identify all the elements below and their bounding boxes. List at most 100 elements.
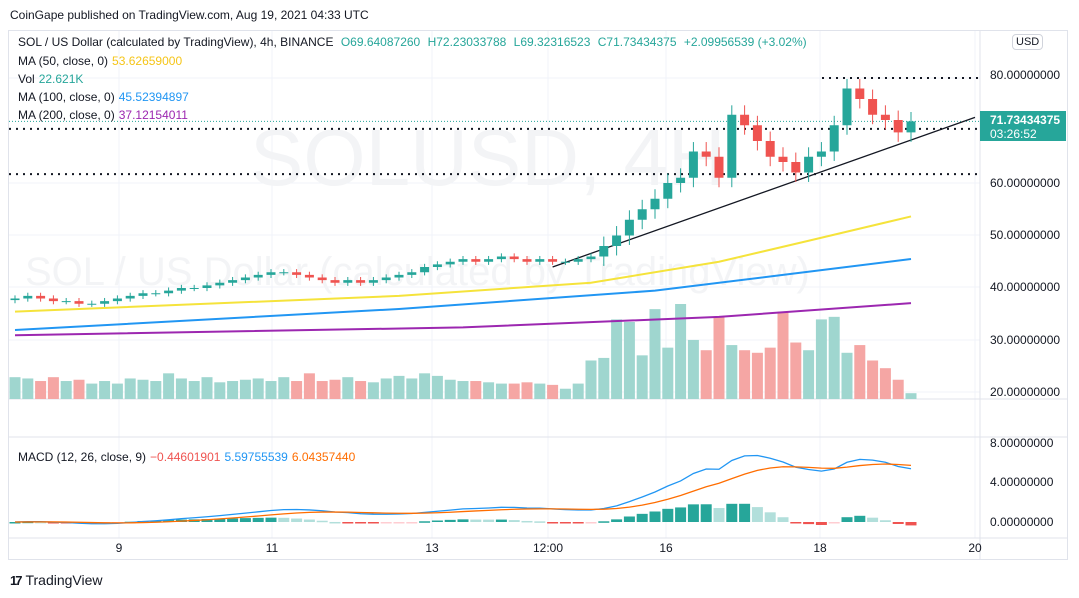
ma100-line xyxy=(14,258,912,331)
currency-button[interactable]: USD xyxy=(1012,34,1044,50)
macd-tick: 8.00000000 xyxy=(990,436,1054,450)
price-tick: 20.00000000 xyxy=(990,385,1061,399)
candle-body xyxy=(138,293,148,296)
candle-body xyxy=(74,301,84,304)
volume-bar xyxy=(483,382,495,399)
candle-body xyxy=(586,256,596,260)
candle-body xyxy=(368,280,378,283)
macd-tick: 0.00000000 xyxy=(990,515,1054,529)
ohlc-close: C71.73434375 xyxy=(597,35,677,49)
volume-bar xyxy=(854,345,866,399)
macd-histogram-bar xyxy=(483,519,495,522)
ohlc-open: O69.64087260 xyxy=(340,35,421,49)
volume-bar xyxy=(892,379,904,399)
volume-bar xyxy=(495,383,507,399)
macd-histogram-bar xyxy=(828,522,840,524)
bar-countdown: 03:26:52 xyxy=(990,127,1037,141)
candle-body xyxy=(87,303,97,305)
volume-bar xyxy=(252,378,264,399)
volume-bar xyxy=(303,373,315,399)
macd-histogram-bar xyxy=(214,518,226,522)
ma50-line xyxy=(14,215,912,313)
volume-bar xyxy=(137,379,149,399)
volume-bar xyxy=(188,381,200,399)
ma200-legend[interactable]: MA (200, close, 0) 37.12154011 xyxy=(18,108,192,122)
candle-body xyxy=(317,277,327,281)
volume-bar xyxy=(867,360,879,399)
macd-histogram-bar xyxy=(611,519,623,522)
volume-bar xyxy=(406,378,418,399)
volume-bar xyxy=(73,379,85,399)
candle-body xyxy=(804,156,814,173)
macd-line xyxy=(14,454,912,525)
volume-bar xyxy=(355,381,367,399)
macd-line-value: 5.59755539 xyxy=(224,450,288,464)
time-tick: 13 xyxy=(425,541,439,555)
ma50-value: 53.62659000 xyxy=(112,54,183,68)
macd-histogram-bar xyxy=(265,517,277,522)
macd-histogram-bar xyxy=(444,519,456,522)
macd-histogram-bar xyxy=(406,522,418,524)
ma100-legend[interactable]: MA (100, close, 0) 45.52394897 xyxy=(18,90,193,104)
macd-histogram-bar xyxy=(239,518,251,522)
candle-body xyxy=(471,259,481,262)
macd-histogram-bar xyxy=(457,519,469,522)
volume-bar xyxy=(547,384,559,399)
candle-body xyxy=(125,295,135,299)
vol-legend[interactable]: Vol 22.621K xyxy=(18,72,87,86)
candle-body xyxy=(906,121,916,133)
candle-body xyxy=(381,277,391,281)
macd-histogram-bar xyxy=(252,517,264,522)
vol-value: 22.621K xyxy=(38,72,84,86)
candle-body xyxy=(343,280,353,283)
candle-body xyxy=(164,290,174,294)
volume-bar xyxy=(815,319,827,399)
macd-legend[interactable]: MACD (12, 26, close, 9) −0.44601901 5.5975… xyxy=(18,450,359,464)
candle-body xyxy=(624,219,634,236)
macd-histogram-bar xyxy=(700,504,712,522)
macd-histogram-bar xyxy=(303,519,315,522)
volume-bar xyxy=(163,373,175,399)
time-tick: 12:00 xyxy=(532,541,564,555)
candle-body xyxy=(202,285,212,288)
candle-body xyxy=(23,295,33,299)
candle-body xyxy=(868,99,878,115)
volume-bar xyxy=(175,378,187,399)
time-tick: 20 xyxy=(968,541,982,555)
volume-bar xyxy=(99,381,111,399)
candle-body xyxy=(701,151,711,157)
volume-bar xyxy=(662,347,674,399)
volume-bar xyxy=(687,339,699,399)
macd-histogram-bar xyxy=(879,520,891,522)
macd-histogram-bar xyxy=(598,521,610,523)
macd-histogram-bar xyxy=(316,520,328,523)
candle-body xyxy=(714,156,724,178)
macd-histogram-bar xyxy=(803,522,815,525)
macd-histogram-bar xyxy=(713,508,725,522)
candle-body xyxy=(407,272,417,275)
volume-bar xyxy=(803,350,815,399)
macd-histogram-bar xyxy=(329,521,341,524)
ma50-legend[interactable]: MA (50, close, 0) 53.62659000 xyxy=(18,54,186,68)
last-price-label: 71.73434375 03:26:52 xyxy=(980,111,1066,141)
volume-bar xyxy=(419,373,431,399)
candle-body xyxy=(893,120,903,133)
volume-bar xyxy=(393,375,405,399)
price-tick: 50.00000000 xyxy=(990,228,1061,242)
vol-label: Vol xyxy=(18,72,35,86)
volume-bar xyxy=(470,381,482,399)
volume-bar xyxy=(828,316,840,399)
candle-body xyxy=(36,295,46,299)
volume-bar xyxy=(124,378,136,399)
tradingview-logo[interactable]: 17 TradingView xyxy=(10,572,103,588)
volume-bar xyxy=(675,304,687,399)
tradingview-logo-icon: 17 xyxy=(10,572,23,588)
candle-body xyxy=(420,267,430,273)
macd-histogram-bar xyxy=(534,521,546,523)
volume-bar xyxy=(534,383,546,399)
volume-bar xyxy=(777,311,789,399)
volume-bar xyxy=(585,360,597,399)
candle-body xyxy=(880,114,890,120)
macd-histogram-bar xyxy=(521,520,533,523)
